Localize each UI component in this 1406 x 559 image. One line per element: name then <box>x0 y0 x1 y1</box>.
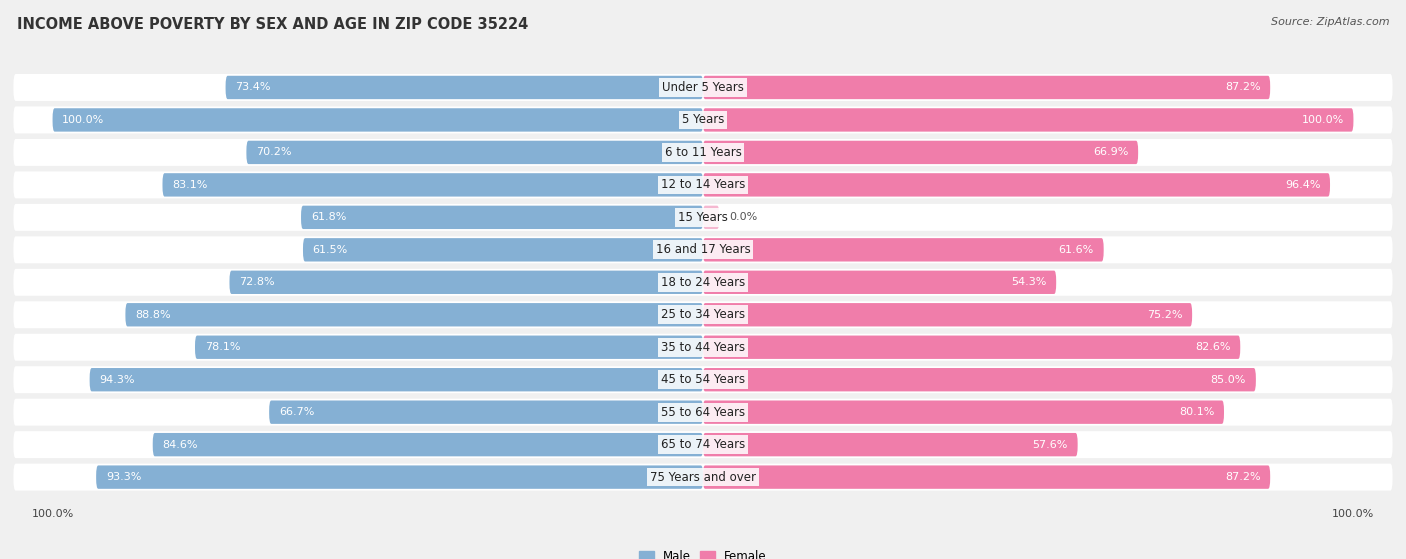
Text: 78.1%: 78.1% <box>205 342 240 352</box>
Text: 15 Years: 15 Years <box>678 211 728 224</box>
Text: 45 to 54 Years: 45 to 54 Years <box>661 373 745 386</box>
FancyBboxPatch shape <box>14 334 1392 361</box>
FancyBboxPatch shape <box>14 366 1392 393</box>
FancyBboxPatch shape <box>96 466 703 489</box>
Text: 87.2%: 87.2% <box>1225 472 1260 482</box>
Legend: Male, Female: Male, Female <box>634 546 772 559</box>
Text: 18 to 24 Years: 18 to 24 Years <box>661 276 745 289</box>
FancyBboxPatch shape <box>14 236 1392 263</box>
FancyBboxPatch shape <box>703 108 1354 131</box>
FancyBboxPatch shape <box>703 173 1330 197</box>
Text: 85.0%: 85.0% <box>1211 375 1246 385</box>
Text: 54.3%: 54.3% <box>1011 277 1046 287</box>
Text: 16 and 17 Years: 16 and 17 Years <box>655 243 751 257</box>
FancyBboxPatch shape <box>703 368 1256 391</box>
FancyBboxPatch shape <box>703 206 720 229</box>
Text: 61.5%: 61.5% <box>312 245 349 255</box>
Text: 35 to 44 Years: 35 to 44 Years <box>661 341 745 354</box>
FancyBboxPatch shape <box>301 206 703 229</box>
Text: 75.2%: 75.2% <box>1147 310 1182 320</box>
Text: 96.4%: 96.4% <box>1285 180 1320 190</box>
FancyBboxPatch shape <box>703 271 1056 294</box>
Text: 25 to 34 Years: 25 to 34 Years <box>661 308 745 321</box>
FancyBboxPatch shape <box>229 271 703 294</box>
Text: 61.8%: 61.8% <box>311 212 346 222</box>
FancyBboxPatch shape <box>14 172 1392 198</box>
Text: 88.8%: 88.8% <box>135 310 170 320</box>
Text: 83.1%: 83.1% <box>173 180 208 190</box>
FancyBboxPatch shape <box>703 466 1270 489</box>
FancyBboxPatch shape <box>14 106 1392 134</box>
FancyBboxPatch shape <box>125 303 703 326</box>
Text: Source: ZipAtlas.com: Source: ZipAtlas.com <box>1271 17 1389 27</box>
Text: 94.3%: 94.3% <box>100 375 135 385</box>
FancyBboxPatch shape <box>703 433 1077 456</box>
Text: 61.6%: 61.6% <box>1059 245 1094 255</box>
Text: 66.7%: 66.7% <box>278 407 315 417</box>
FancyBboxPatch shape <box>14 399 1392 425</box>
Text: 82.6%: 82.6% <box>1195 342 1230 352</box>
FancyBboxPatch shape <box>246 141 703 164</box>
Text: 0.0%: 0.0% <box>730 212 758 222</box>
Text: 5 Years: 5 Years <box>682 113 724 126</box>
FancyBboxPatch shape <box>52 108 703 131</box>
Text: 73.4%: 73.4% <box>235 83 271 92</box>
Text: 72.8%: 72.8% <box>239 277 274 287</box>
Text: 6 to 11 Years: 6 to 11 Years <box>665 146 741 159</box>
FancyBboxPatch shape <box>703 238 1104 262</box>
FancyBboxPatch shape <box>703 335 1240 359</box>
FancyBboxPatch shape <box>703 400 1225 424</box>
Text: 87.2%: 87.2% <box>1225 83 1260 92</box>
Text: 75 Years and over: 75 Years and over <box>650 471 756 484</box>
FancyBboxPatch shape <box>14 463 1392 491</box>
Text: 57.6%: 57.6% <box>1032 439 1069 449</box>
Text: 55 to 64 Years: 55 to 64 Years <box>661 406 745 419</box>
FancyBboxPatch shape <box>14 204 1392 231</box>
FancyBboxPatch shape <box>195 335 703 359</box>
FancyBboxPatch shape <box>163 173 703 197</box>
FancyBboxPatch shape <box>269 400 703 424</box>
Text: 12 to 14 Years: 12 to 14 Years <box>661 178 745 191</box>
FancyBboxPatch shape <box>90 368 703 391</box>
FancyBboxPatch shape <box>153 433 703 456</box>
FancyBboxPatch shape <box>14 74 1392 101</box>
FancyBboxPatch shape <box>703 76 1270 99</box>
FancyBboxPatch shape <box>703 141 1137 164</box>
FancyBboxPatch shape <box>302 238 703 262</box>
Text: 66.9%: 66.9% <box>1092 148 1129 158</box>
Text: 80.1%: 80.1% <box>1178 407 1215 417</box>
FancyBboxPatch shape <box>14 269 1392 296</box>
FancyBboxPatch shape <box>14 139 1392 166</box>
Text: 100.0%: 100.0% <box>1302 115 1344 125</box>
Text: INCOME ABOVE POVERTY BY SEX AND AGE IN ZIP CODE 35224: INCOME ABOVE POVERTY BY SEX AND AGE IN Z… <box>17 17 529 32</box>
Text: 65 to 74 Years: 65 to 74 Years <box>661 438 745 451</box>
Text: 70.2%: 70.2% <box>256 148 291 158</box>
Text: 93.3%: 93.3% <box>105 472 141 482</box>
FancyBboxPatch shape <box>703 303 1192 326</box>
FancyBboxPatch shape <box>225 76 703 99</box>
Text: Under 5 Years: Under 5 Years <box>662 81 744 94</box>
Text: 84.6%: 84.6% <box>163 439 198 449</box>
Text: 100.0%: 100.0% <box>62 115 104 125</box>
FancyBboxPatch shape <box>14 301 1392 328</box>
FancyBboxPatch shape <box>14 431 1392 458</box>
